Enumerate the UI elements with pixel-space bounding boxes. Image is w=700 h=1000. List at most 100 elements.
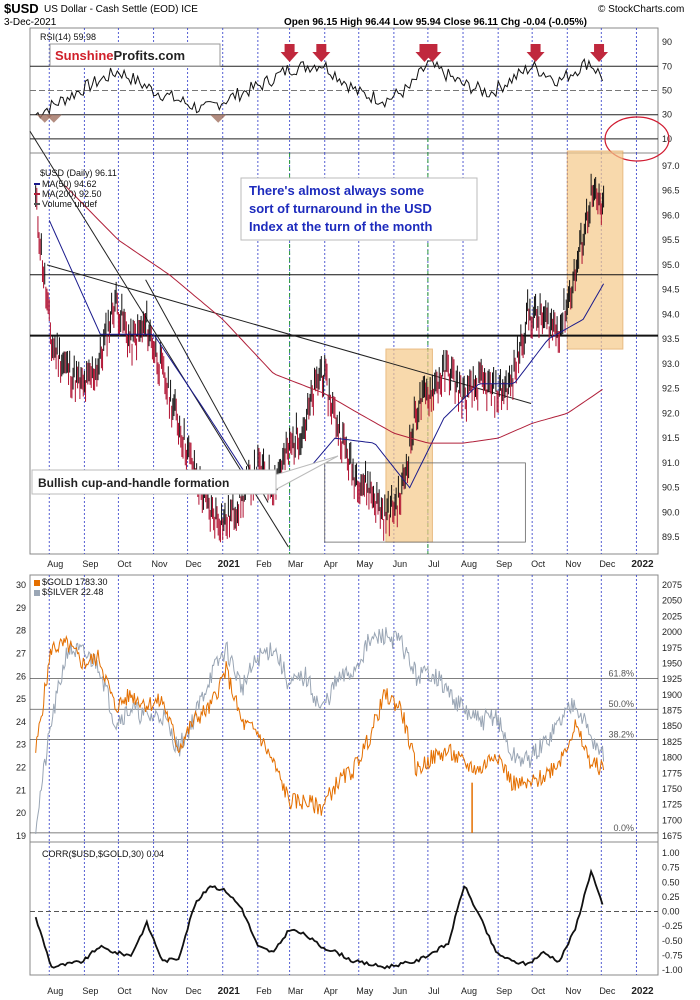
usd-tick-label: 96.5 xyxy=(662,186,680,196)
header-source: © StockCharts.com xyxy=(598,4,684,15)
x-axis-label: Sep xyxy=(82,986,98,996)
corr-tick-label: -1.00 xyxy=(662,965,683,975)
fib-level-label: 38.2% xyxy=(608,729,634,739)
turnaround-annotation-line1: There's almost always some xyxy=(249,183,424,198)
cup-handle-annotation-box xyxy=(31,469,277,495)
x-axis-label: Feb xyxy=(256,986,272,996)
rsi-tick-label: 10 xyxy=(662,134,672,144)
x-axis-label: May xyxy=(356,559,374,569)
silver-tick-label: 20 xyxy=(16,808,26,818)
silver-tick-label: 24 xyxy=(16,717,26,727)
turnaround-arrow-icon xyxy=(312,44,331,62)
corr-tick-label: 0.25 xyxy=(662,892,680,902)
turnaround-arrow-icon xyxy=(590,44,609,62)
cup-outline xyxy=(324,462,526,543)
silver-tick-label: 21 xyxy=(16,785,26,795)
silver-legend: $SILVER 22.48 xyxy=(42,587,103,597)
gold-silver-panel: 19 20 21 22 23 24 25 26 27 28 29 30 1675 1700 1725 1750… xyxy=(16,577,682,841)
x-axis-label: Jul xyxy=(428,986,440,996)
x-axis-label: Dec xyxy=(599,986,616,996)
corr-panel-frame xyxy=(29,841,659,976)
usd-tick-label: 96.0 xyxy=(662,210,680,220)
x-axis-label: Jun xyxy=(393,986,408,996)
gold-tick-label: 1750 xyxy=(662,784,682,794)
x-axis-label: Aug xyxy=(47,559,63,569)
x-axis-label: Dec xyxy=(186,559,203,569)
corr-tick-label: 0.50 xyxy=(662,877,680,887)
usd-panel-frame xyxy=(29,152,659,555)
x-axis-label: Apr xyxy=(324,986,338,996)
turnaround-annotation-line2: sort of turnaround in the USD xyxy=(249,201,432,216)
usd-tick-label: 89.5 xyxy=(662,532,680,542)
gold-tick-label: 1975 xyxy=(662,643,682,653)
silver-tick-label: 25 xyxy=(16,694,26,704)
x-axis-label: Oct xyxy=(531,986,546,996)
silver-tick-label: 19 xyxy=(16,831,26,841)
corr-tick-label: -0.75 xyxy=(662,950,683,960)
silver-tick-label: 23 xyxy=(16,740,26,750)
silver-tick-label: 30 xyxy=(16,580,26,590)
usd-title: $USD (Daily) 96.11 xyxy=(40,168,117,178)
gold-tick-label: 1950 xyxy=(662,658,682,668)
gold-tick-label: 2000 xyxy=(662,627,682,637)
highlight-box xyxy=(566,150,624,350)
corr-tick-label: 1.00 xyxy=(662,848,680,858)
silver-line xyxy=(35,627,605,834)
x-axis-label: May xyxy=(356,986,374,996)
trendline xyxy=(145,279,269,503)
silver-tick-label: 28 xyxy=(16,626,26,636)
logo: SunshineProfits.com xyxy=(55,48,185,63)
x-axis-labels: Aug Aug Sep Sep Oct Oct Nov Nov Dec Dec 2021 2021 Fe… xyxy=(47,559,654,997)
x-axis-label: Nov xyxy=(152,559,169,569)
x-axis-label: Oct xyxy=(117,559,132,569)
corr-tick-label: 0.00 xyxy=(662,907,680,917)
x-axis-label: Mar xyxy=(288,559,304,569)
silver-tick-label: 22 xyxy=(16,763,26,773)
corr-tick-label: -0.50 xyxy=(662,936,683,946)
correlation-panel: -1.00 -0.75 -0.50 -0.25 0.00 0.25 0.50 0.75 1.00… xyxy=(30,848,683,975)
fib-level-label: 61.8% xyxy=(608,668,634,678)
header-name: US Dollar - Cash Settle (EOD) ICE xyxy=(44,4,198,15)
rsi-panel: 10 30 50 70 90 RSI(14) 59.98 xyxy=(30,32,672,554)
usd-tick-label: 91.0 xyxy=(662,458,680,468)
rsi-tick-label: 30 xyxy=(662,110,672,120)
rsi-legend: RSI(14) 59.98 xyxy=(40,32,96,42)
legend-swatch xyxy=(34,590,40,596)
rsi-line xyxy=(35,58,603,119)
turnaround-arrow-icon xyxy=(526,44,545,62)
header-ohlc: Open 96.15 High 96.44 Low 95.94 Close 96… xyxy=(284,17,587,28)
logo-part2: Profits.com xyxy=(114,48,186,63)
rsi-circle-annotation xyxy=(604,116,670,162)
gold-tick-label: 2050 xyxy=(662,596,682,606)
x-axis-label: Dec xyxy=(599,559,616,569)
x-axis-label: 2021 xyxy=(218,559,241,570)
usd-legend-item: MA(50) 94.62 xyxy=(42,179,97,189)
x-axis-label: Feb xyxy=(256,559,272,569)
turnaround-arrow-icon xyxy=(280,44,299,62)
gold-tick-label: 1775 xyxy=(662,768,682,778)
header-symbol: $USD xyxy=(4,1,39,16)
gold-tick-label: 1850 xyxy=(662,721,682,731)
usd-tick-label: 92.0 xyxy=(662,408,680,418)
silver-tick-label: 27 xyxy=(16,648,26,658)
gold-tick-label: 1675 xyxy=(662,831,682,841)
usd-tick-label: 97.0 xyxy=(662,161,680,171)
silver-tick-label: 26 xyxy=(16,671,26,681)
x-axis-label: Jul xyxy=(428,559,440,569)
legend-swatch xyxy=(34,580,40,586)
x-axis-label: Nov xyxy=(152,986,169,996)
gold-tick-label: 1800 xyxy=(662,753,682,763)
x-axis-label: Dec xyxy=(186,986,203,996)
x-axis-label: Sep xyxy=(496,559,512,569)
usd-tick-label: 95.0 xyxy=(662,260,680,270)
usd-tick-label: 92.5 xyxy=(662,384,680,394)
corr-tick-label: 0.75 xyxy=(662,863,680,873)
usd-tick-label: 93.0 xyxy=(662,359,680,369)
usd-legend-item: MA(200) 92.50 xyxy=(42,189,102,199)
corr-tick-label: -0.25 xyxy=(662,921,683,931)
x-axis-label: 2021 xyxy=(218,986,241,997)
usd-tick-label: 94.5 xyxy=(662,285,680,295)
x-axis-label: Mar xyxy=(288,986,304,996)
x-axis-label: Aug xyxy=(461,986,477,996)
x-axis-label: Oct xyxy=(531,559,546,569)
